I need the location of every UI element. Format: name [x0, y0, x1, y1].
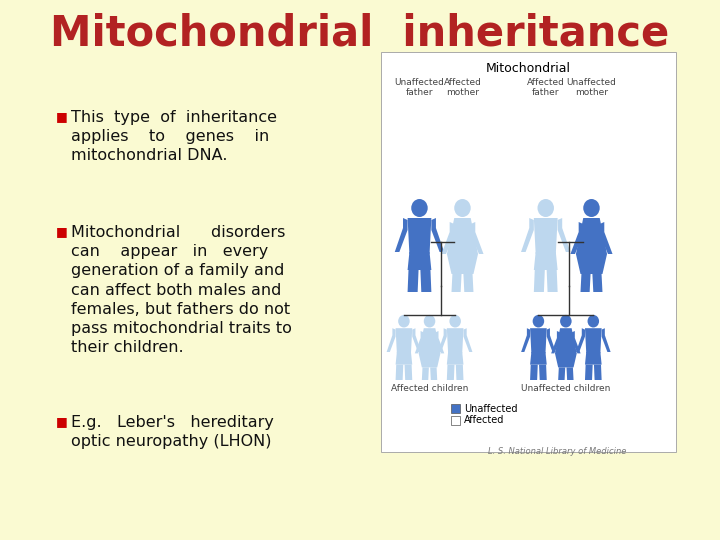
- Polygon shape: [395, 352, 413, 365]
- Polygon shape: [408, 218, 431, 254]
- Polygon shape: [593, 274, 603, 292]
- Bar: [381, 52, 675, 452]
- Polygon shape: [395, 218, 408, 252]
- Text: Unaffected children: Unaffected children: [521, 384, 611, 393]
- Text: Mitochondrial: Mitochondrial: [486, 62, 571, 75]
- Polygon shape: [447, 364, 454, 380]
- Polygon shape: [534, 252, 557, 270]
- Polygon shape: [534, 270, 545, 292]
- Circle shape: [538, 199, 554, 217]
- Polygon shape: [600, 222, 613, 254]
- Polygon shape: [521, 328, 530, 352]
- Circle shape: [398, 315, 410, 327]
- Polygon shape: [405, 364, 413, 380]
- Polygon shape: [395, 364, 403, 380]
- Polygon shape: [395, 328, 413, 353]
- Polygon shape: [464, 274, 474, 292]
- Text: ■: ■: [56, 110, 68, 123]
- Polygon shape: [447, 352, 464, 365]
- Polygon shape: [456, 364, 464, 380]
- Polygon shape: [585, 364, 593, 380]
- Text: Mitochondrial  inheritance: Mitochondrial inheritance: [50, 12, 670, 54]
- Polygon shape: [570, 222, 583, 254]
- Polygon shape: [585, 352, 602, 365]
- Bar: [451, 404, 460, 413]
- Polygon shape: [413, 328, 421, 352]
- Polygon shape: [447, 218, 478, 274]
- Polygon shape: [441, 222, 454, 254]
- Text: E.g.   Leber's   hereditary
optic neuropathy (LHON): E.g. Leber's hereditary optic neuropathy…: [71, 415, 274, 449]
- Polygon shape: [576, 328, 585, 352]
- Polygon shape: [408, 252, 431, 270]
- Polygon shape: [594, 364, 602, 380]
- Polygon shape: [438, 328, 447, 352]
- Polygon shape: [539, 364, 546, 380]
- Text: Affected
father: Affected father: [527, 78, 564, 97]
- Polygon shape: [451, 274, 462, 292]
- Polygon shape: [415, 331, 424, 353]
- Polygon shape: [521, 218, 534, 252]
- Bar: [451, 416, 460, 425]
- Polygon shape: [557, 218, 570, 252]
- Polygon shape: [408, 270, 418, 292]
- Polygon shape: [530, 364, 538, 380]
- Polygon shape: [602, 328, 611, 352]
- Circle shape: [533, 315, 544, 327]
- Circle shape: [449, 315, 461, 327]
- Text: Unaffected: Unaffected: [464, 404, 518, 414]
- Polygon shape: [530, 352, 546, 365]
- Circle shape: [560, 315, 572, 327]
- Polygon shape: [567, 367, 574, 380]
- Polygon shape: [430, 367, 437, 380]
- Polygon shape: [546, 270, 557, 292]
- Polygon shape: [464, 328, 472, 352]
- Circle shape: [454, 199, 471, 217]
- Polygon shape: [585, 328, 602, 353]
- Circle shape: [411, 199, 428, 217]
- Text: L. S. National Library of Medicine: L. S. National Library of Medicine: [488, 447, 626, 456]
- Polygon shape: [530, 328, 546, 353]
- Text: Mitochondrial      disorders
can    appear   in   every
generation of a family a: Mitochondrial disorders can appear in ev…: [71, 225, 292, 355]
- Text: This  type  of  inheritance
applies    to    genes    in
mitochondrial DNA.: This type of inheritance applies to gene…: [71, 110, 277, 164]
- Circle shape: [583, 199, 600, 217]
- Text: ■: ■: [56, 225, 68, 238]
- Polygon shape: [387, 328, 395, 352]
- Polygon shape: [431, 218, 444, 252]
- Polygon shape: [471, 222, 484, 254]
- Polygon shape: [551, 331, 560, 353]
- Text: Affected: Affected: [464, 415, 505, 425]
- Text: Unaffected
mother: Unaffected mother: [567, 78, 616, 97]
- Text: Affected children: Affected children: [391, 384, 468, 393]
- Polygon shape: [418, 328, 441, 367]
- Circle shape: [588, 315, 599, 327]
- Text: Unaffected
father: Unaffected father: [395, 78, 444, 97]
- Polygon shape: [555, 328, 577, 367]
- Polygon shape: [436, 331, 444, 353]
- Polygon shape: [546, 328, 556, 352]
- Polygon shape: [420, 270, 431, 292]
- Polygon shape: [572, 331, 580, 353]
- Text: Affected
mother: Affected mother: [444, 78, 482, 97]
- Polygon shape: [447, 328, 464, 353]
- Text: ■: ■: [56, 415, 68, 428]
- Polygon shape: [422, 367, 429, 380]
- Polygon shape: [576, 218, 607, 274]
- Polygon shape: [534, 218, 557, 254]
- Polygon shape: [580, 274, 590, 292]
- Polygon shape: [558, 367, 565, 380]
- Circle shape: [424, 315, 436, 327]
